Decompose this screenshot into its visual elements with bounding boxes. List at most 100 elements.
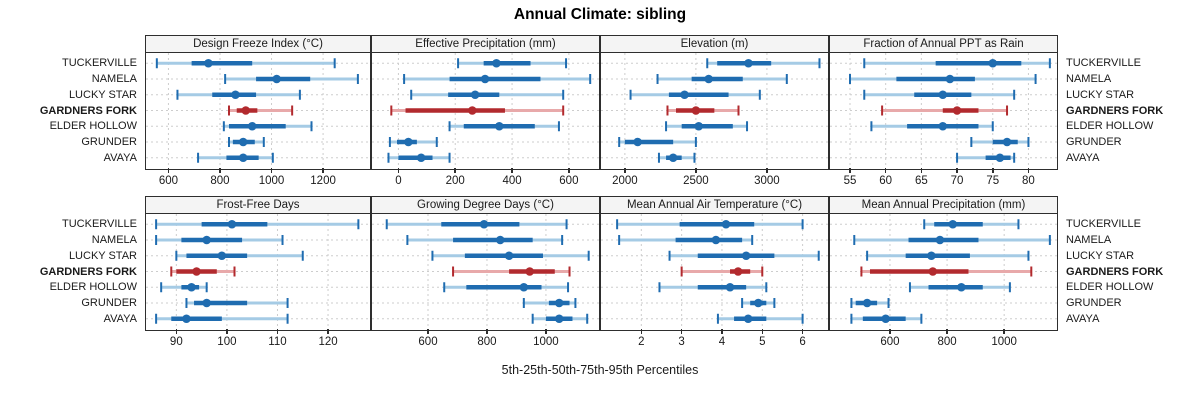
median-dot	[938, 121, 948, 131]
axis-tick	[397, 168, 400, 173]
median-dot	[743, 314, 753, 324]
panel-1: Effective Precipitation (mm)	[371, 35, 600, 170]
median-dot	[733, 267, 743, 276]
median-dot	[554, 298, 564, 308]
median-dot	[238, 137, 248, 147]
site-label-left: TUCKERVILLE	[62, 57, 137, 70]
axis-tick-label: 110	[268, 336, 287, 348]
axis-tick-label: 2	[638, 336, 645, 348]
axis-tick	[695, 168, 697, 173]
median-dot	[753, 298, 763, 308]
median-dot	[495, 235, 505, 245]
axis-tick-label: 100	[217, 336, 237, 348]
panel-title: Effective Precipitation (mm)	[372, 36, 599, 53]
axis-tick	[640, 329, 643, 334]
median-dot	[725, 282, 735, 292]
panel-title: Mean Annual Air Temperature (°C)	[601, 197, 828, 214]
panel-5: Growing Degree Days (°C)	[371, 196, 600, 331]
axis-tick	[327, 329, 329, 334]
axis-tick-label: 1000	[991, 336, 1017, 348]
site-label-left: TUCKERVILLE	[62, 218, 137, 231]
site-label-left: ELDER HOLLOW	[49, 281, 137, 294]
axis-tick-label: 80	[1022, 175, 1035, 187]
panel-7: Mean Annual Precipitation (mm)	[829, 196, 1058, 331]
axis-tick-label: 90	[169, 336, 183, 348]
axis-tick-label: 600	[158, 175, 179, 187]
median-dot	[995, 153, 1005, 163]
panel-title: Growing Degree Days (°C)	[372, 197, 599, 214]
median-dot	[935, 235, 945, 245]
site-label-left: LUCKY STAR	[68, 88, 137, 101]
axis-tick-label: 70	[950, 175, 964, 187]
panel-title: Fraction of Annual PPT as Rain	[830, 36, 1057, 53]
median-dot	[202, 235, 211, 245]
median-dot	[881, 314, 890, 324]
panel-3: Fraction of Annual PPT as Rain	[829, 35, 1058, 170]
median-dot	[272, 74, 281, 84]
axis-tick-label: 600	[880, 336, 900, 348]
site-label-right: LUCKY STAR	[1066, 88, 1135, 101]
axis-tick	[946, 329, 948, 334]
median-dot	[948, 219, 958, 229]
axis-tick-label: 400	[502, 175, 522, 187]
median-dot	[927, 251, 936, 261]
median-dot	[711, 235, 721, 245]
median-dot	[988, 58, 998, 68]
percentiles-caption: 5th-25th-50th-75th-95th Percentiles	[501, 363, 699, 377]
site-label-left: GRUNDER	[81, 136, 137, 148]
axis-tick-label: 200	[445, 175, 465, 187]
axis-tick	[801, 329, 804, 334]
axis-tick	[721, 329, 723, 334]
median-dot	[192, 267, 201, 276]
panel-plot	[830, 214, 1057, 329]
axis-tick	[956, 168, 958, 173]
axis-tick	[849, 168, 851, 173]
site-label-left: ELDER HOLLOW	[49, 120, 137, 133]
axis-tick-label: 2000	[612, 175, 638, 187]
axis-tick	[680, 329, 683, 334]
axis-tick-label: 800	[210, 175, 230, 187]
median-dot	[416, 153, 426, 163]
median-dot	[694, 121, 704, 131]
site-label-left: GRUNDER	[81, 297, 137, 309]
panel-plot	[830, 53, 1057, 168]
median-dot	[231, 90, 240, 100]
median-dot	[525, 267, 535, 276]
axis-tick-label: 75	[986, 175, 1000, 187]
axis-tick-label: 5	[759, 336, 766, 348]
median-dot	[668, 153, 678, 163]
axis-tick	[175, 329, 178, 334]
axis-tick	[226, 329, 228, 334]
axis-tick	[167, 168, 170, 173]
site-label-right: LUCKY STAR	[1066, 249, 1135, 262]
panel-4: Frost-Free Days	[145, 196, 371, 331]
site-label-left: AVAYA	[103, 151, 137, 164]
panel-plot	[146, 214, 370, 329]
site-label-left: GARDNERS FORK	[39, 104, 137, 117]
median-dot	[494, 121, 504, 131]
median-dot	[721, 219, 731, 229]
median-dot	[217, 251, 227, 261]
axis-tick	[761, 329, 764, 334]
site-label-left: NAMELA	[91, 234, 137, 246]
panel-plot	[601, 214, 828, 329]
axis-tick-label: 800	[937, 336, 957, 348]
axis-tick-label: 3	[678, 336, 685, 348]
median-dot	[492, 58, 501, 68]
site-label-right: GARDNERS FORK	[1066, 104, 1164, 117]
median-dot	[957, 282, 966, 292]
median-dot	[741, 251, 751, 261]
axis-tick	[568, 168, 570, 173]
axis-tick-label: 3000	[754, 175, 780, 187]
axis-tick	[454, 168, 456, 173]
axis-tick-label: 600	[559, 175, 579, 187]
axis-tick	[1003, 329, 1005, 334]
site-label-left: LUCKY STAR	[68, 249, 137, 262]
median-dot	[691, 106, 701, 115]
axis-tick	[884, 168, 887, 173]
axis-tick-label: 1200	[310, 175, 336, 187]
axis-tick	[545, 329, 547, 334]
median-dot	[928, 267, 938, 276]
site-label-right: ELDER HOLLOW	[1066, 281, 1154, 294]
median-dot	[504, 251, 514, 261]
